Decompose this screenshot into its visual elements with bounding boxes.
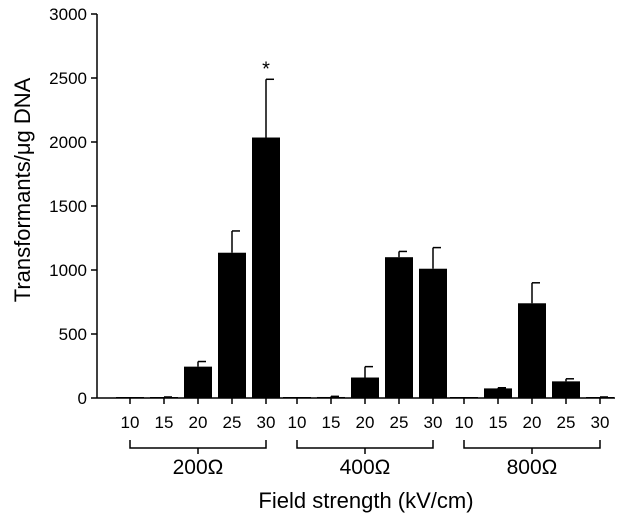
group-bracket: [296, 440, 434, 449]
significance-marker: *: [262, 58, 270, 80]
category-label: 15: [155, 413, 174, 432]
bar: [419, 268, 447, 398]
category-label: 30: [424, 413, 443, 432]
category-label: 10: [288, 413, 307, 432]
y-tick-label: 1000: [49, 261, 87, 280]
y-tick-label: 2500: [49, 69, 87, 88]
bar: [351, 377, 379, 398]
bar: [283, 397, 311, 398]
category-label: 25: [223, 413, 242, 432]
bar: [184, 366, 212, 398]
x-axis: [97, 397, 615, 404]
category-label: 20: [356, 413, 375, 432]
category-label: 25: [557, 413, 576, 432]
category-label: 10: [121, 413, 140, 432]
category-label: 25: [390, 413, 409, 432]
bar: [218, 252, 246, 398]
bar: [552, 381, 580, 398]
category-label: 30: [257, 413, 276, 432]
group-label: 400Ω: [340, 456, 391, 479]
group-label: 200Ω: [173, 456, 224, 479]
bar: [450, 397, 478, 398]
group-bracket: [129, 440, 267, 449]
category-label: 15: [322, 413, 341, 432]
category-labels: 10 15 20 25 30 10 15 20 25 30 10 15 20 25 30: [121, 413, 610, 432]
x-axis-title: Field strength (kV/cm): [258, 488, 473, 513]
category-label: 20: [189, 413, 208, 432]
y-axis-title: Transformants/μg DNA: [10, 77, 35, 302]
group-bracket: [463, 440, 601, 449]
bar: [252, 137, 280, 398]
y-tick-label: 500: [59, 325, 87, 344]
bar: [385, 257, 413, 398]
group-label: 800Ω: [507, 456, 558, 479]
bars: [116, 137, 614, 398]
error-bars: *: [163, 58, 608, 398]
bar: [518, 303, 546, 398]
bar: [484, 388, 512, 398]
y-tick-label: 0: [78, 389, 87, 408]
y-axis: 0 500 1000 1500 2000 2500 3000: [49, 5, 98, 408]
category-label: 10: [455, 413, 474, 432]
category-label: 15: [489, 413, 508, 432]
category-label: 20: [523, 413, 542, 432]
y-tick-label: 2000: [49, 133, 87, 152]
category-label: 30: [591, 413, 610, 432]
bar: [317, 396, 345, 398]
group-brackets: 200Ω 400Ω 800Ω: [129, 440, 601, 479]
bar: [116, 397, 144, 398]
y-tick-label: 3000: [49, 5, 87, 24]
y-tick-label: 1500: [49, 197, 87, 216]
